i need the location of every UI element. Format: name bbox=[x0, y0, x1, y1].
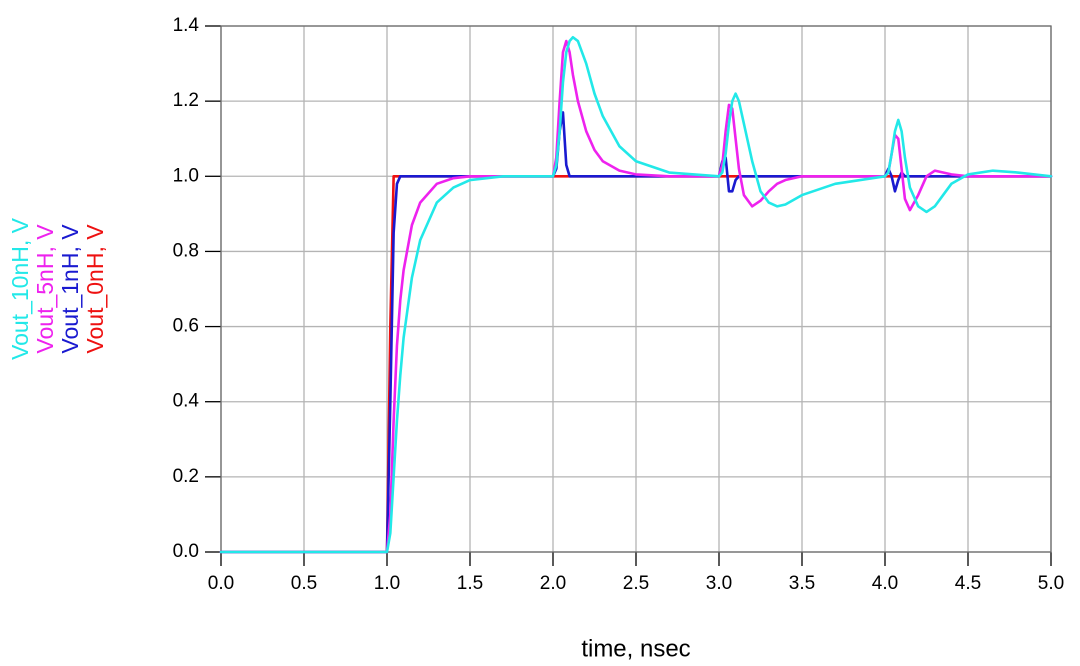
series-line bbox=[219, 39, 1053, 554]
y-tick-label: 0.2 bbox=[173, 466, 199, 487]
plot-frame bbox=[220, 25, 1052, 553]
x-tick-label: 1.5 bbox=[457, 573, 483, 594]
x-tick-label: 1.0 bbox=[374, 573, 400, 594]
y-tick-label: 0.4 bbox=[173, 391, 200, 412]
y-tick-label: 0.0 bbox=[173, 541, 199, 562]
legend-label: Vout_5nH, V bbox=[32, 224, 58, 354]
x-tick-label: 0.5 bbox=[291, 573, 317, 594]
x-axis-title: time, nsec bbox=[581, 635, 690, 662]
x-tick-label: 4.5 bbox=[955, 573, 981, 594]
x-tick-label: 3.0 bbox=[706, 573, 732, 594]
legend-label: Vout_10nH, V bbox=[7, 217, 33, 360]
x-tick-label: 3.5 bbox=[789, 573, 815, 594]
y-tick-label: 0.6 bbox=[173, 316, 199, 337]
x-tick-label: 2.0 bbox=[540, 573, 566, 594]
x-tick-label: 5.0 bbox=[1038, 573, 1064, 594]
x-tick-label: 0.0 bbox=[208, 573, 234, 594]
y-tick-label: 1.0 bbox=[173, 165, 199, 186]
y-tick-label: 1.2 bbox=[173, 90, 199, 111]
legend-label: Vout_0nH, V bbox=[82, 224, 108, 354]
x-tick-label: 2.5 bbox=[623, 573, 649, 594]
series-line bbox=[219, 35, 1053, 554]
y-tick-label: 1.4 bbox=[173, 15, 200, 36]
y-tick-label: 0.8 bbox=[173, 240, 199, 261]
grid bbox=[220, 25, 1052, 553]
legend-label: Vout_1nH, V bbox=[57, 224, 83, 354]
x-tick-label: 4.0 bbox=[872, 573, 898, 594]
